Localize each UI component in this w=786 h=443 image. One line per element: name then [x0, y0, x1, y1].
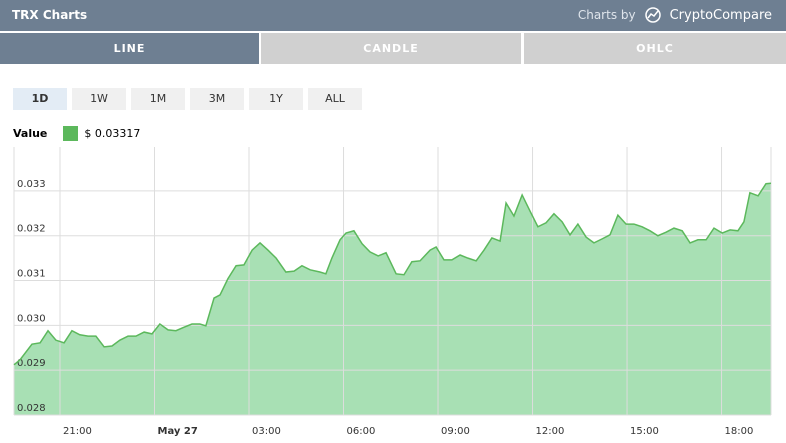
x-tick-label: 15:00	[630, 426, 659, 437]
x-tick-label: 12:00	[536, 426, 565, 437]
header: TRX Charts Charts by CryptoCompare	[0, 0, 786, 31]
range-button[interactable]: 1D	[13, 88, 67, 110]
brand-prefix: Charts by	[577, 8, 636, 22]
x-tick-label: May 27	[158, 426, 198, 437]
area	[14, 183, 771, 415]
y-tick-label: 0.033	[17, 179, 46, 190]
range-button[interactable]: 3M	[190, 88, 244, 110]
x-tick-label: 06:00	[347, 426, 376, 437]
tab[interactable]: LINE	[0, 33, 259, 64]
y-tick-label: 0.031	[17, 269, 46, 280]
brand-name: CryptoCompare	[669, 7, 772, 23]
y-tick-label: 0.032	[17, 224, 46, 235]
x-tick-label: 18:00	[725, 426, 754, 437]
brand-logo	[644, 7, 661, 23]
y-tick-label: 0.029	[17, 358, 46, 369]
brand[interactable]: Charts by CryptoCompare	[578, 7, 772, 23]
widget-title: TRX Charts	[12, 8, 88, 22]
range-button[interactable]: 1W	[72, 88, 126, 110]
x-tick-label: 09:00	[441, 426, 470, 437]
range-button[interactable]: ALL	[308, 88, 362, 110]
legend-value: $ 0.03317	[84, 127, 141, 140]
legend-swatch	[63, 126, 79, 141]
legend: Value $ 0.03317	[13, 126, 140, 141]
line	[13, 182, 772, 366]
tab[interactable]: OHLC	[524, 33, 786, 64]
range-button[interactable]: 1M	[131, 88, 185, 110]
x-tick-label: 03:00	[252, 426, 281, 437]
y-tick-label: 0.030	[17, 313, 46, 324]
x-tick-label: 21:00	[63, 426, 92, 437]
tab[interactable]: CANDLE	[261, 33, 521, 64]
legend-label: Value	[13, 127, 48, 140]
y-tick-label: 0.028	[17, 403, 46, 414]
range-button[interactable]: 1Y	[249, 88, 303, 110]
